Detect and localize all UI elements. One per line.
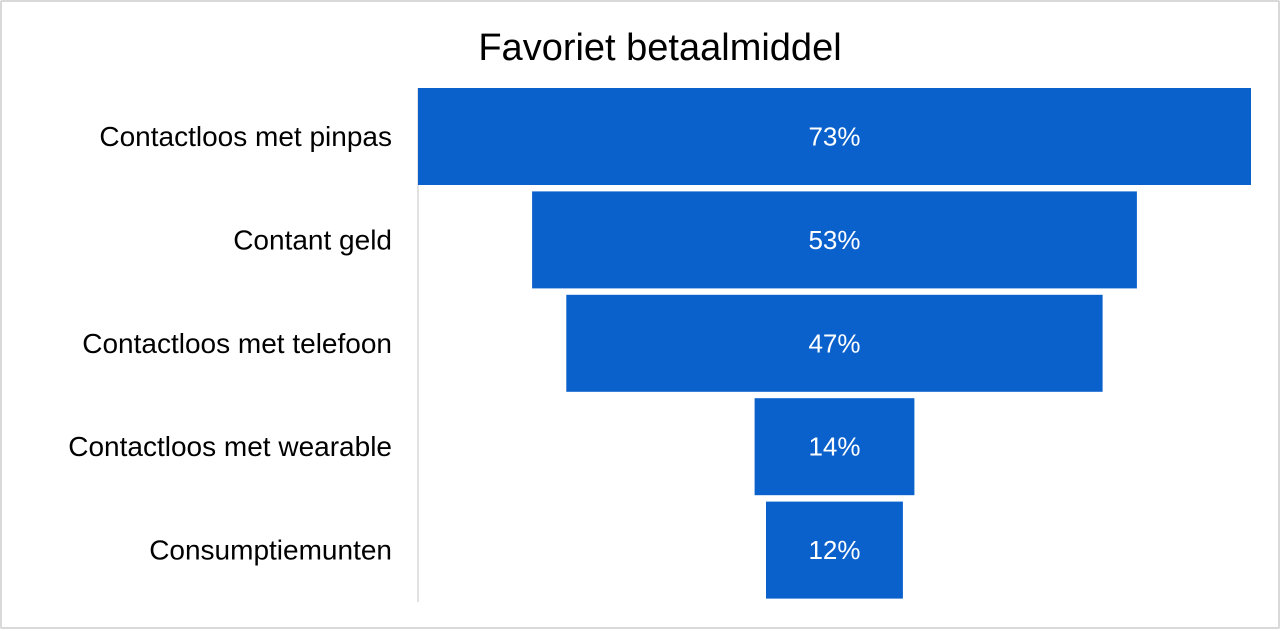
- value-label-contactloos-met-pinpas: 73%: [808, 122, 860, 152]
- category-labels: Contactloos met pinpas Contant geld Contac…: [68, 121, 392, 566]
- bar-contant-geld: [532, 191, 1137, 289]
- category-label-contant-geld: Contant geld: [233, 224, 392, 255]
- value-label-consumptiemunten: 12%: [808, 535, 860, 565]
- value-label-contactloos-met-telefoon: 47%: [808, 328, 860, 358]
- bar-contactloos-met-telefoon: [566, 294, 1103, 392]
- bar-consumptiemunten: [766, 501, 903, 599]
- category-label-consumptiemunten: Consumptiemunten: [149, 535, 392, 566]
- value-label-contactloos-met-wearable: 14%: [808, 432, 860, 462]
- chart-title: Favoriet betaalmiddel: [478, 27, 841, 69]
- category-label-contactloos-met-telefoon: Contactloos met telefoon: [82, 328, 392, 359]
- value-labels: 73% 53% 47% 14% 12%: [808, 122, 860, 566]
- bar-contactloos-met-wearable: [754, 398, 915, 496]
- bar-series: [418, 88, 1251, 599]
- bar-contactloos-met-pinpas: [418, 88, 1251, 185]
- value-label-contant-geld: 53%: [808, 225, 860, 255]
- category-label-contactloos-met-pinpas: Contactloos met pinpas: [99, 121, 392, 152]
- category-label-contactloos-met-wearable: Contactloos met wearable: [68, 431, 392, 462]
